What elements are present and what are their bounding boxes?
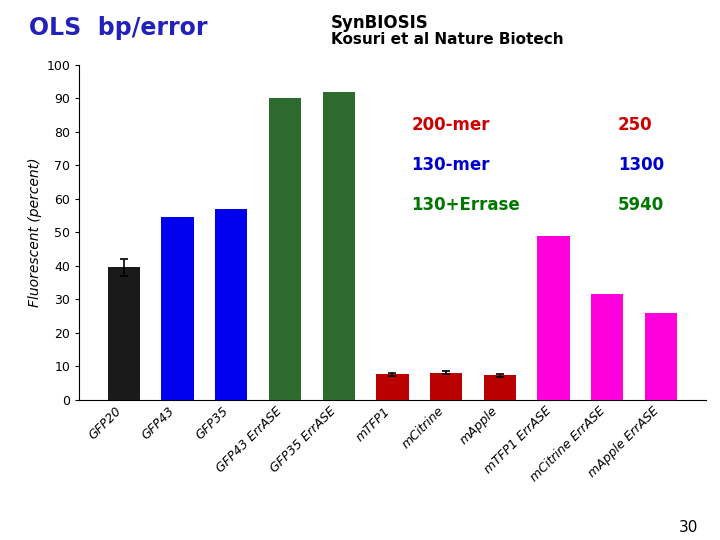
Bar bbox=[269, 98, 301, 400]
Text: OLS  bp/error: OLS bp/error bbox=[29, 16, 207, 40]
Bar bbox=[215, 209, 248, 400]
Y-axis label: Fluorescent (percent): Fluorescent (percent) bbox=[28, 158, 42, 307]
Bar bbox=[377, 375, 408, 400]
Bar bbox=[323, 92, 355, 400]
Bar bbox=[645, 313, 677, 400]
Text: 130-mer: 130-mer bbox=[411, 156, 490, 174]
Bar bbox=[484, 375, 516, 400]
Text: 200-mer: 200-mer bbox=[411, 116, 490, 134]
Text: 1300: 1300 bbox=[618, 156, 664, 174]
Text: 130+Errase: 130+Errase bbox=[411, 197, 520, 214]
Bar bbox=[430, 373, 462, 400]
Bar bbox=[161, 217, 194, 400]
Text: 30: 30 bbox=[679, 519, 698, 535]
Text: Kosuri et al Nature Biotech: Kosuri et al Nature Biotech bbox=[331, 32, 564, 48]
Bar bbox=[537, 235, 570, 400]
Bar bbox=[591, 294, 624, 400]
Text: 5940: 5940 bbox=[618, 197, 664, 214]
Bar bbox=[108, 267, 140, 400]
Text: SynBIOSIS: SynBIOSIS bbox=[331, 14, 429, 31]
Text: 250: 250 bbox=[618, 116, 652, 134]
